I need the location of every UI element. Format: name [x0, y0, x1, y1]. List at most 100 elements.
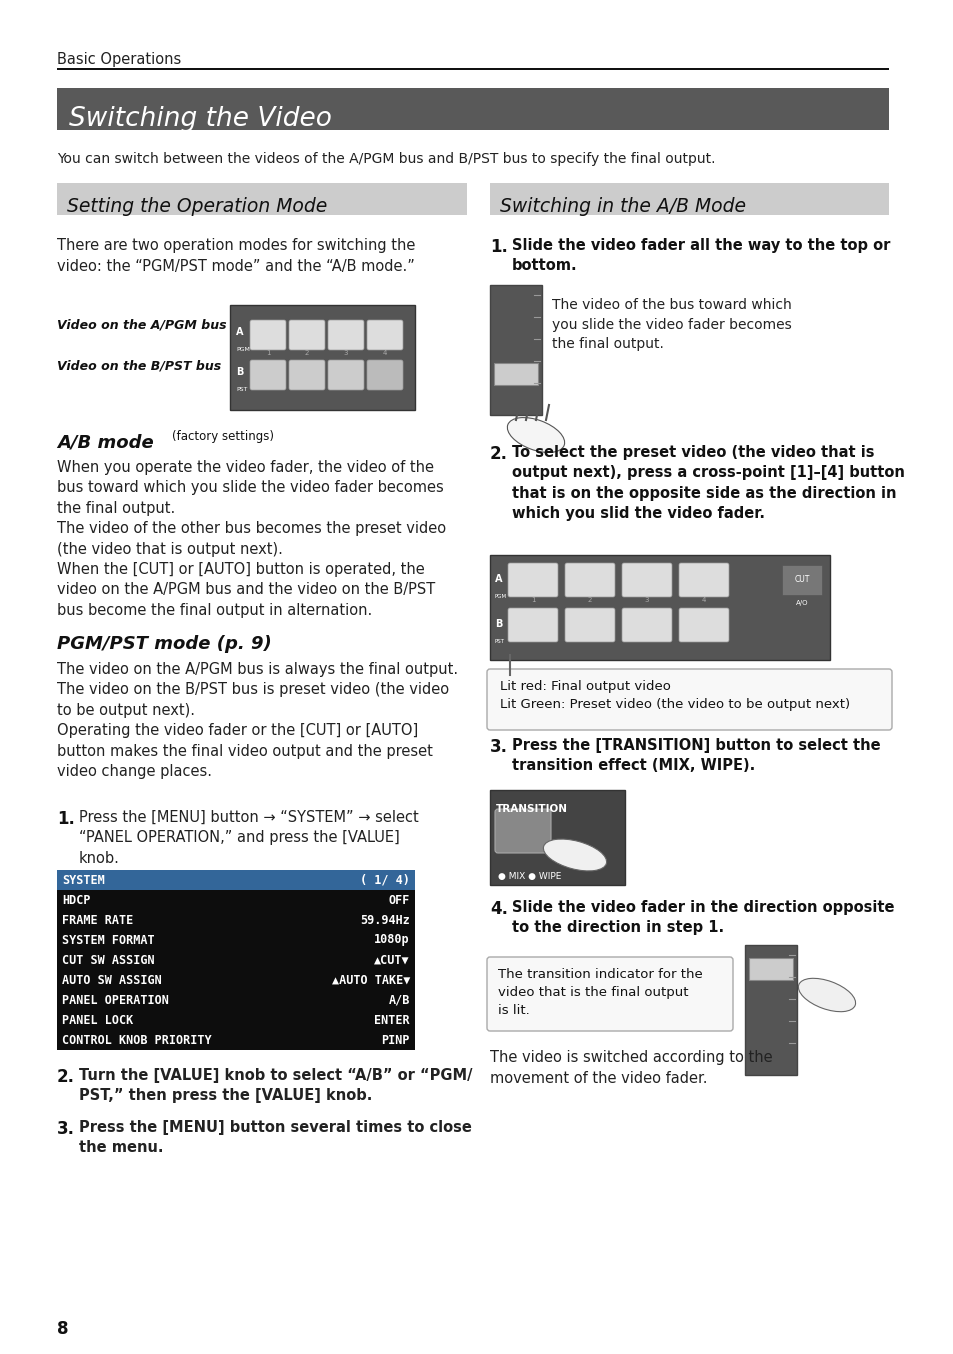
- FancyBboxPatch shape: [621, 608, 671, 642]
- Text: The video of the bus toward which
you slide the video fader becomes
the final ou: The video of the bus toward which you sl…: [552, 298, 791, 351]
- Text: Press the [MENU] button → “SYSTEM” → select
“PANEL OPERATION,” and press the [VA: Press the [MENU] button → “SYSTEM” → sel…: [79, 810, 418, 865]
- FancyBboxPatch shape: [679, 608, 728, 642]
- Text: 59.94Hz: 59.94Hz: [359, 914, 410, 926]
- Text: A: A: [235, 328, 243, 337]
- Text: PANEL LOCK: PANEL LOCK: [62, 1014, 133, 1026]
- Text: The video on the A/PGM bus is always the final output.
The video on the B/PST bu: The video on the A/PGM bus is always the…: [57, 662, 457, 779]
- FancyBboxPatch shape: [367, 320, 402, 349]
- FancyBboxPatch shape: [507, 563, 558, 597]
- Text: PST: PST: [235, 387, 247, 393]
- Text: 1.: 1.: [57, 810, 74, 829]
- Text: CUT: CUT: [794, 575, 809, 585]
- Bar: [57, 88, 888, 130]
- Text: 3: 3: [343, 349, 348, 356]
- FancyBboxPatch shape: [328, 360, 364, 390]
- Text: CUT SW ASSIGN: CUT SW ASSIGN: [62, 953, 154, 967]
- Text: ▲CUT▼: ▲CUT▼: [374, 953, 410, 967]
- Bar: [57, 183, 467, 215]
- Text: Switching the Video: Switching the Video: [69, 106, 332, 131]
- Text: To select the preset video (the video that is
output next), press a cross-point : To select the preset video (the video th…: [512, 445, 904, 521]
- Text: 3.: 3.: [490, 738, 507, 756]
- Text: A/O: A/O: [795, 600, 807, 607]
- Text: AUTO SW ASSIGN: AUTO SW ASSIGN: [62, 974, 162, 987]
- Text: PGM: PGM: [495, 594, 507, 598]
- Text: B: B: [495, 619, 502, 630]
- Text: Basic Operations: Basic Operations: [57, 51, 181, 66]
- Text: 2: 2: [587, 597, 592, 603]
- Text: OFF: OFF: [388, 894, 410, 906]
- Text: When you operate the video fader, the video of the
bus toward which you slide th: When you operate the video fader, the vi…: [57, 460, 446, 617]
- Text: Setting the Operation Mode: Setting the Operation Mode: [67, 196, 327, 217]
- Text: A/B: A/B: [388, 994, 410, 1006]
- Text: B: B: [235, 367, 243, 376]
- Text: PANEL OPERATION: PANEL OPERATION: [62, 994, 169, 1006]
- Text: The transition indicator for the
video that is the final output
is lit.: The transition indicator for the video t…: [497, 968, 702, 1017]
- Bar: [230, 305, 415, 410]
- FancyBboxPatch shape: [289, 320, 325, 349]
- Text: ENTER: ENTER: [374, 1014, 410, 1026]
- Text: 2: 2: [305, 349, 309, 356]
- Text: CONTROL KNOB PRIORITY: CONTROL KNOB PRIORITY: [62, 1033, 212, 1047]
- Text: ▲AUTO TAKE▼: ▲AUTO TAKE▼: [332, 974, 410, 987]
- Text: 1080p: 1080p: [374, 933, 410, 946]
- Text: There are two operation modes for switching the
video: the “PGM/PST mode” and th: There are two operation modes for switch…: [57, 238, 415, 274]
- FancyBboxPatch shape: [679, 563, 728, 597]
- Text: Slide the video fader in the direction opposite
to the direction in step 1.: Slide the video fader in the direction o…: [512, 900, 894, 936]
- Text: 4.: 4.: [490, 900, 507, 918]
- Text: Lit red: Final output video
Lit Green: Preset video (the video to be output next: Lit red: Final output video Lit Green: P…: [499, 680, 849, 711]
- Bar: [494, 363, 537, 385]
- Ellipse shape: [798, 979, 855, 1011]
- Text: A: A: [495, 574, 502, 584]
- Bar: [744, 945, 796, 1075]
- Text: 3: 3: [644, 597, 649, 603]
- FancyBboxPatch shape: [495, 808, 551, 853]
- Text: PGM/PST mode (p. 9): PGM/PST mode (p. 9): [57, 635, 272, 653]
- Text: 2.: 2.: [57, 1068, 75, 1086]
- Text: 4: 4: [382, 349, 387, 356]
- FancyBboxPatch shape: [328, 320, 364, 349]
- Text: 1: 1: [530, 597, 535, 603]
- Text: Switching in the A/B Mode: Switching in the A/B Mode: [499, 196, 745, 217]
- Bar: [781, 565, 821, 594]
- Text: 1.: 1.: [490, 238, 507, 256]
- Text: ● MIX ● WIPE: ● MIX ● WIPE: [497, 872, 560, 881]
- Ellipse shape: [507, 417, 564, 452]
- FancyBboxPatch shape: [367, 360, 402, 390]
- Text: 3.: 3.: [57, 1120, 75, 1137]
- Bar: [57, 871, 415, 1049]
- Text: (factory settings): (factory settings): [172, 431, 274, 443]
- Text: Press the [TRANSITION] button to select the
transition effect (MIX, WIPE).: Press the [TRANSITION] button to select …: [512, 738, 880, 773]
- Bar: [57, 871, 415, 890]
- FancyBboxPatch shape: [486, 957, 732, 1030]
- FancyBboxPatch shape: [564, 563, 615, 597]
- Bar: [490, 555, 829, 659]
- Text: 2.: 2.: [490, 445, 507, 463]
- Bar: [490, 183, 888, 215]
- FancyBboxPatch shape: [250, 320, 286, 349]
- FancyBboxPatch shape: [289, 360, 325, 390]
- Ellipse shape: [543, 839, 606, 871]
- Text: 4: 4: [701, 597, 705, 603]
- Text: Turn the [VALUE] knob to select “A/B” or “PGM/
PST,” then press the [VALUE] knob: Turn the [VALUE] knob to select “A/B” or…: [79, 1068, 472, 1104]
- Text: PST: PST: [495, 639, 504, 645]
- Text: A/B mode: A/B mode: [57, 435, 153, 452]
- Text: You can switch between the videos of the A/PGM bus and B/PST bus to specify the : You can switch between the videos of the…: [57, 152, 715, 167]
- Text: ( 1/ 4): ( 1/ 4): [359, 873, 410, 887]
- Text: Video on the B/PST bus: Video on the B/PST bus: [57, 360, 221, 372]
- Bar: [748, 959, 792, 980]
- Text: PINP: PINP: [381, 1033, 410, 1047]
- Bar: [57, 68, 888, 70]
- Text: SYSTEM FORMAT: SYSTEM FORMAT: [62, 933, 154, 946]
- Text: FRAME RATE: FRAME RATE: [62, 914, 133, 926]
- FancyBboxPatch shape: [486, 669, 891, 730]
- Text: SYSTEM: SYSTEM: [62, 873, 105, 887]
- Bar: [490, 284, 541, 414]
- Text: TRANSITION: TRANSITION: [496, 804, 567, 814]
- FancyBboxPatch shape: [621, 563, 671, 597]
- Bar: [490, 789, 624, 886]
- Text: PGM: PGM: [235, 347, 250, 352]
- FancyBboxPatch shape: [564, 608, 615, 642]
- Text: 8: 8: [57, 1320, 69, 1338]
- Text: The video is switched according to the
movement of the video fader.: The video is switched according to the m…: [490, 1049, 772, 1086]
- Ellipse shape: [495, 674, 564, 705]
